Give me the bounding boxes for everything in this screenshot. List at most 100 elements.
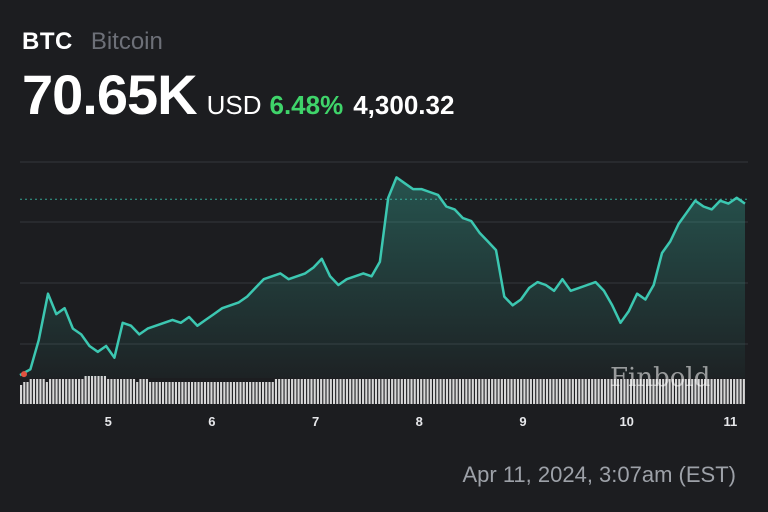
volume-bar [36,379,39,404]
volume-bar [200,382,203,404]
volume-bar [478,379,481,404]
volume-bar [707,379,710,404]
volume-bar [184,382,187,404]
volume-bar [423,379,426,404]
volume-bar [236,382,239,404]
volume-bar [249,382,252,404]
volume-bar [332,379,336,404]
volume-bar [316,379,319,404]
volume-bar [526,379,529,404]
volume-bar [662,379,665,404]
volume-bar [597,379,600,404]
volume-bar [107,379,110,404]
volume-bar [29,379,32,404]
volume-bar [23,382,26,404]
header: BTC Bitcoin 70.65K USD 6.48% 4,300.32 [22,28,454,127]
x-tick-label: 6 [208,414,215,429]
current-price: 70.65K [22,63,198,126]
volume-bar [568,379,571,404]
volume-bar [642,379,645,404]
volume-bar [365,379,368,404]
volume-bar [268,382,271,404]
volume-bar [342,379,345,404]
volume-bar [736,379,739,404]
volume-bar [84,376,87,404]
volume-bar [491,379,494,404]
volume-bar [81,379,84,404]
volume-bar [578,379,581,404]
volume-bar [726,379,729,404]
volume-bar [429,379,432,404]
x-tick-label: 7 [312,414,319,429]
volume-bar [594,379,597,404]
volume-bar [258,382,261,404]
volume-bar [565,379,568,404]
volume-bar [294,379,297,404]
volume-bar [55,379,58,404]
start-marker [21,371,27,378]
volume-bar [87,376,90,404]
volume-bar [675,379,678,404]
volume-bar [271,382,274,404]
volume-bar [468,379,471,404]
volume-bar [671,379,674,404]
volume-bar [49,379,52,404]
volume-bar [329,379,332,404]
volume-bar [387,379,390,404]
volume-bar [678,379,681,404]
volume-bar [487,379,490,404]
volume-bar [155,382,158,404]
change-absolute: 4,300.32 [353,90,455,120]
volume-bar [639,379,642,404]
volume-bar [665,379,668,404]
volume-bar [433,379,436,404]
volume-bar [252,382,255,404]
volume-bar [623,379,626,404]
volume-bar [652,379,655,404]
volume-bar [223,382,226,404]
volume-bar [733,379,736,404]
volume-bar [684,379,687,404]
volume-bar [345,379,349,404]
price-area [20,177,745,378]
volume-bar [607,379,610,404]
volume-bar [742,379,745,404]
volume-bar [39,379,42,404]
watermark: Finbold [610,363,710,393]
volume-bar [262,382,265,404]
volume-bar [100,376,103,404]
volume-bar [729,379,732,404]
volume-bar [604,379,607,404]
volume-bar [400,379,403,404]
volume-bar [416,379,420,404]
volume-bar [313,379,316,404]
volume-bar [281,379,284,404]
volume-bar [210,382,213,404]
volume-bar [136,382,139,404]
volume-bar [658,379,662,404]
volume-bar [174,382,178,404]
volume-bar [255,382,258,404]
volume-bar [697,379,700,404]
volume-bar [720,379,723,404]
volume-bar [600,379,603,404]
volume-bar [426,379,429,404]
volume-bar [145,379,148,404]
volume-bar [374,379,378,404]
volume-bar [407,379,410,404]
volume-bar [455,379,458,404]
volume-bar [42,379,45,404]
volume-bar [203,382,207,404]
volume-bar [339,379,342,404]
volume-bar [287,379,290,404]
volume-bar [152,382,155,404]
volume-bar [303,379,307,404]
ticker-row: BTC Bitcoin [22,28,454,56]
volume-bar [616,379,620,404]
volume-bar [687,379,691,404]
volume-bar [500,379,503,404]
x-tick-label: 8 [416,414,423,429]
volume-bar [549,379,552,404]
x-tick-label: 9 [519,414,526,429]
volume-bar [462,379,465,404]
